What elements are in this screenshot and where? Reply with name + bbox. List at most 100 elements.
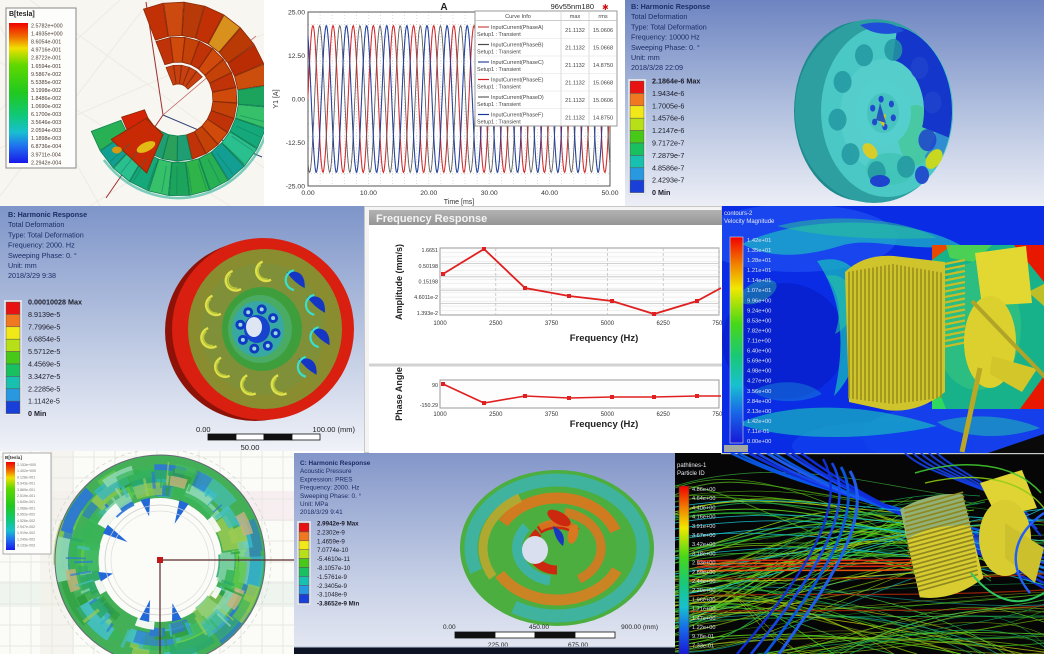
svg-text:9.5867e-002: 9.5867e-002: [31, 72, 61, 78]
svg-text:2.2285e-5: 2.2285e-5: [28, 384, 60, 393]
svg-text:21.1132: 21.1132: [565, 63, 585, 69]
svg-text:2.2302e-9: 2.2302e-9: [317, 529, 345, 536]
svg-text:3.9711e-004: 3.9711e-004: [31, 152, 61, 158]
svg-text:2500: 2500: [489, 412, 503, 418]
svg-text:2.0594e-003: 2.0594e-003: [31, 128, 61, 134]
svg-text:1.1898e-003: 1.1898e-003: [31, 136, 61, 142]
svg-text:0.50198: 0.50198: [419, 264, 439, 270]
svg-text:21.1132: 21.1132: [565, 116, 585, 122]
svg-text:9.96e+00: 9.96e+00: [747, 298, 771, 304]
svg-text:4.6011e-2: 4.6011e-2: [414, 295, 438, 301]
svg-text:Frequency: 2000. Hz: Frequency: 2000. Hz: [300, 485, 359, 492]
svg-text:0.00: 0.00: [196, 425, 211, 434]
svg-text:7500: 7500: [712, 412, 722, 418]
svg-text:rms: rms: [598, 14, 608, 20]
svg-text:5000: 5000: [601, 321, 615, 327]
svg-text:-8.1057e-10: -8.1057e-10: [317, 565, 351, 572]
svg-text:2.8722e-001: 2.8722e-001: [31, 56, 61, 62]
svg-text:3.5646e-003: 3.5646e-003: [31, 120, 61, 126]
svg-text:InputCurrent(PhaseA): InputCurrent(PhaseA): [491, 25, 544, 31]
svg-text:1.42e+00: 1.42e+00: [747, 419, 771, 425]
svg-text:15.0668: 15.0668: [593, 46, 613, 52]
svg-text:Time [ms]: Time [ms]: [444, 199, 475, 206]
svg-text:Frequency: 2000. Hz: Frequency: 2000. Hz: [8, 241, 75, 250]
svg-text:5.69e+00: 5.69e+00: [747, 359, 771, 365]
svg-text:6.1700e-003: 6.1700e-003: [31, 112, 61, 118]
svg-text:B: Harmonic Response: B: Harmonic Response: [631, 2, 710, 11]
svg-text:21.1132: 21.1132: [565, 81, 585, 87]
svg-text:7.11e-01: 7.11e-01: [747, 429, 769, 435]
svg-text:9.78e-01: 9.78e-01: [692, 634, 714, 640]
svg-text:25.00: 25.00: [288, 10, 305, 17]
svg-text:1.4576e-6: 1.4576e-6: [652, 114, 684, 123]
svg-text:1.0690e-002: 1.0690e-002: [31, 104, 61, 110]
svg-text:4.98e+00: 4.98e+00: [747, 369, 771, 375]
svg-text:Unit: mm: Unit: mm: [631, 53, 660, 62]
svg-text:-2.3405e-9: -2.3405e-9: [317, 583, 347, 590]
svg-text:1000: 1000: [433, 321, 447, 327]
svg-text:Total Deformation: Total Deformation: [8, 220, 64, 229]
svg-text:Phase Angle: Phase Angle: [394, 367, 404, 421]
svg-text:✱: ✱: [602, 3, 609, 12]
svg-text:20.00: 20.00: [420, 190, 437, 197]
svg-text:Setup1 : Transient: Setup1 : Transient: [477, 67, 521, 73]
svg-text:Unit: MPa: Unit: MPa: [300, 501, 329, 508]
svg-text:4.40e+00: 4.40e+00: [692, 505, 716, 511]
svg-text:2.1864e-6 Max: 2.1864e-6 Max: [652, 77, 700, 86]
svg-text:3.1998e-002: 3.1998e-002: [31, 88, 61, 94]
svg-text:4.8586e-7: 4.8586e-7: [652, 163, 684, 172]
svg-text:Sweeping Phase: 0. °: Sweeping Phase: 0. °: [8, 251, 77, 260]
svg-text:4.16e+00: 4.16e+00: [692, 515, 716, 521]
svg-text:1.96e+00: 1.96e+00: [692, 597, 716, 603]
svg-text:Y1 [A]: Y1 [A]: [273, 89, 280, 108]
svg-text:1.6594e-001: 1.6594e-001: [31, 64, 61, 70]
svg-text:9.7172e-7: 9.7172e-7: [652, 139, 684, 148]
svg-text:12.50: 12.50: [288, 53, 305, 60]
svg-text:7.7996e-5: 7.7996e-5: [28, 322, 60, 331]
svg-text:-25.00: -25.00: [286, 184, 305, 191]
svg-text:6250: 6250: [657, 321, 671, 327]
svg-text:Curve Info: Curve Info: [505, 14, 531, 20]
svg-text:Setup1 : Transient: Setup1 : Transient: [477, 102, 521, 108]
svg-text:1.71e+00: 1.71e+00: [692, 607, 716, 613]
svg-text:3750: 3750: [545, 321, 559, 327]
svg-text:2500: 2500: [489, 321, 503, 327]
svg-text:Particle ID: Particle ID: [677, 471, 705, 477]
svg-text:InputCurrent(PhaseC): InputCurrent(PhaseC): [491, 60, 544, 66]
svg-text:Frequency (Hz): Frequency (Hz): [570, 333, 639, 344]
svg-text:InputCurrent(PhaseE): InputCurrent(PhaseE): [491, 78, 544, 84]
svg-text:7.11e+00: 7.11e+00: [747, 339, 771, 345]
svg-text:900.00 (mm): 900.00 (mm): [621, 624, 658, 631]
svg-text:0.00: 0.00: [301, 190, 314, 197]
svg-text:1.393e-2: 1.393e-2: [417, 311, 438, 317]
svg-text:7500: 7500: [712, 321, 722, 327]
svg-text:1.21e+01: 1.21e+01: [747, 268, 771, 274]
svg-text:3.91e+00: 3.91e+00: [692, 524, 716, 530]
svg-text:8.9139e-5: 8.9139e-5: [28, 310, 60, 319]
svg-text:2018/3/29 9:41: 2018/3/29 9:41: [300, 509, 343, 516]
svg-text:3750: 3750: [545, 412, 559, 418]
svg-text:1.35e+01: 1.35e+01: [747, 248, 771, 254]
svg-text:15.0668: 15.0668: [593, 81, 613, 87]
svg-text:50.00: 50.00: [241, 443, 260, 451]
svg-text:4.27e+00: 4.27e+00: [747, 379, 771, 385]
svg-text:1.6651: 1.6651: [422, 248, 439, 254]
svg-text:1.4659e-9: 1.4659e-9: [317, 538, 345, 545]
svg-text:1.8486e-002: 1.8486e-002: [31, 96, 61, 102]
svg-text:2.84e+00: 2.84e+00: [747, 399, 771, 405]
svg-text:0.00: 0.00: [443, 624, 456, 631]
svg-text:0 Min: 0 Min: [28, 409, 46, 418]
svg-text:1.47e+00: 1.47e+00: [692, 616, 716, 622]
svg-text:4.86e+00: 4.86e+00: [692, 487, 716, 493]
svg-text:1.14e+01: 1.14e+01: [747, 278, 771, 284]
svg-text:3.869e-001: 3.869e-001: [17, 488, 35, 492]
svg-text:Sweeping Phase: 0. °: Sweeping Phase: 0. °: [300, 492, 362, 500]
svg-text:2018/3/29 9:38: 2018/3/29 9:38: [8, 271, 56, 280]
svg-text:3.67e+00: 3.67e+00: [692, 533, 716, 539]
svg-text:2018/3/28 22:09: 2018/3/28 22:09: [631, 63, 683, 72]
svg-text:3.42e+00: 3.42e+00: [692, 542, 716, 548]
svg-text:1.42e+01: 1.42e+01: [747, 238, 771, 244]
svg-text:9.128e-001: 9.128e-001: [17, 475, 35, 479]
svg-text:pathlines-1: pathlines-1: [677, 463, 707, 469]
svg-text:2.153e+000: 2.153e+000: [17, 463, 36, 467]
